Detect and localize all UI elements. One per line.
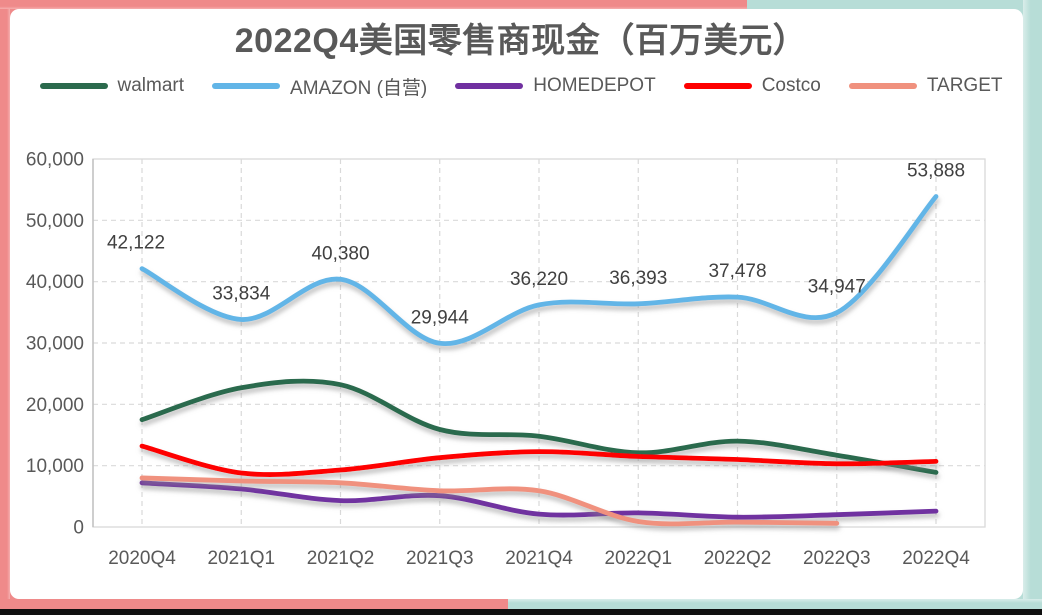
chart-legend: walmart AMAZON (自营) HOMEDEPOT Costco TARGET [0,72,1042,100]
y-tick-label: 10,000 [26,456,84,477]
data-label: 36,220 [510,269,568,290]
data-label: 29,944 [411,307,470,328]
legend-label: Costco [761,75,821,96]
series-line-amazon [139,194,939,346]
frame-top-band-pink [0,0,747,9]
legend-label: AMAZON (自营) [290,77,428,99]
data-label: 36,393 [609,268,667,289]
series-line-costco [139,443,939,477]
y-tick-label: 20,000 [26,395,84,416]
x-tick-label: 2021Q4 [505,548,573,569]
y-tick-label: 0 [73,518,84,539]
data-label: 40,380 [311,243,369,264]
frame-bottom-band-pink [0,599,508,609]
legend-label: HOMEDEPOT [533,75,656,96]
legend-swatch [455,83,524,89]
legend-item-costco: Costco [683,75,821,97]
frame-right-band [1023,0,1042,609]
data-labels: 42,122 33,834 40,380 29,944 36,220 36,393 37,4… [107,160,965,328]
x-tick-label: 2021Q2 [307,548,375,569]
frame-left-band [0,0,10,609]
series-line-homedepot [139,480,939,520]
y-axis-labels: 0 10,000 20,000 30,000 40,000 50,000 60,000 [26,150,84,539]
data-label: 53,888 [907,160,965,181]
x-tick-label: 2020Q4 [108,548,176,569]
x-tick-label: 2022Q3 [803,548,871,569]
legend-item-homedepot: HOMEDEPOT [455,75,656,97]
x-tick-label: 2021Q1 [207,548,275,569]
y-tick-label: 60,000 [26,150,84,171]
legend-swatch [683,83,752,89]
frame-bottom-dark-strip [0,609,1042,615]
legend-swatch [39,83,108,89]
legend-item-target: TARGET [848,75,1003,97]
x-axis-labels: 2020Q4 2021Q1 2021Q2 2021Q3 2021Q4 2022Q1 2022… [108,548,970,569]
y-tick-label: 30,000 [26,334,84,355]
series-line-target [139,475,840,527]
x-tick-label: 2021Q3 [406,548,474,569]
legend-item-walmart: walmart [39,75,185,97]
data-label: 34,947 [808,277,866,298]
chart-panel [10,9,1023,599]
legend-swatch [848,83,917,89]
data-label: 37,478 [708,261,766,282]
series-line-walmart [139,378,939,475]
data-label: 33,834 [212,283,271,304]
legend-label: walmart [117,75,185,96]
legend-label: TARGET [926,75,1003,96]
y-tick-label: 40,000 [26,272,84,293]
gridlines [92,158,986,528]
data-label: 42,122 [107,233,165,254]
x-tick-label: 2022Q4 [902,548,970,569]
x-tick-label: 2022Q2 [704,548,772,569]
legend-item-amazon: AMAZON (自营) [212,73,427,100]
x-tick-label: 2022Q1 [604,548,672,569]
frame-top-band-teal [747,0,1042,9]
frame-bottom-band-teal [508,599,1042,609]
legend-swatch [212,83,281,89]
chart-title: 2022Q4美国零售商现金（百万美元） [234,22,808,60]
y-tick-label: 50,000 [26,211,84,232]
